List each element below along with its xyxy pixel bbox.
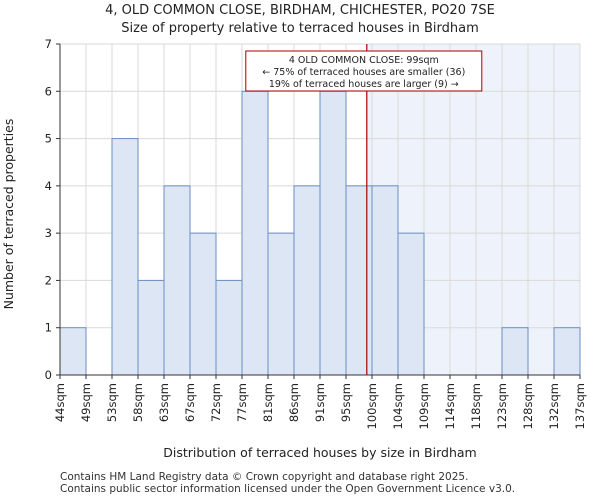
bar-53sqm (111, 138, 139, 376)
x-tick-label: 128sqm (521, 383, 535, 429)
x-tick-label: 67sqm (183, 383, 197, 422)
x-tick-label: 100sqm (365, 383, 379, 429)
x-tick-label: 81sqm (261, 383, 275, 422)
marker-annotation-line-3: 19% of terraced houses are larger (9) → (269, 79, 459, 90)
x-tick-label: 137sqm (573, 383, 587, 429)
footer-line-2: Contains public sector information licen… (60, 483, 515, 495)
x-tick-label: 114sqm (443, 383, 457, 429)
x-tick-label: 132sqm (547, 383, 561, 429)
y-tick-label: 0 (45, 368, 52, 382)
y-tick-label: 2 (45, 273, 52, 287)
chart-subtitle: Size of property relative to terraced ho… (121, 21, 479, 36)
x-tick-label: 49sqm (79, 383, 93, 422)
marker-annotation-line-1: 4 OLD COMMON CLOSE: 99sqm (289, 55, 439, 66)
chart-title: 4, OLD COMMON CLOSE, BIRDHAM, CHICHESTER… (105, 3, 495, 18)
x-axis-label: Distribution of terraced houses by size … (163, 445, 476, 460)
bar-67sqm (189, 232, 217, 376)
footer-line-1: Contains HM Land Registry data © Crown c… (60, 471, 468, 483)
bar-123sqm (501, 327, 529, 376)
x-tick-label: 109sqm (417, 383, 431, 429)
x-tick-label: 86sqm (287, 383, 301, 422)
y-tick-label: 7 (45, 37, 52, 51)
bar-86sqm (293, 185, 321, 376)
y-tick-label: 4 (45, 179, 52, 193)
bar-81sqm (267, 232, 295, 376)
x-tick-label: 44sqm (53, 383, 67, 422)
bar-95sqm (345, 185, 373, 376)
x-tick-label: 63sqm (157, 383, 171, 422)
bar-104sqm (397, 232, 425, 376)
y-tick-label: 1 (45, 321, 52, 335)
marker-annotation-box (245, 50, 483, 92)
bar-100sqm (371, 185, 399, 376)
y-tick-label: 6 (45, 84, 52, 98)
bar-91sqm (319, 90, 347, 376)
bar-44sqm (59, 327, 87, 376)
x-tick-label: 118sqm (469, 383, 483, 429)
x-tick-label: 123sqm (495, 383, 509, 429)
bar-72sqm (215, 279, 243, 376)
bar-63sqm (163, 185, 191, 376)
x-tick-label: 91sqm (313, 383, 327, 422)
x-tick-label: 53sqm (105, 383, 119, 422)
x-tick-label: 77sqm (235, 383, 249, 422)
y-axis-label: Number of terraced properties (1, 119, 16, 310)
marker-annotation-line-2: ← 75% of terraced houses are smaller (36… (262, 67, 465, 78)
x-tick-label: 72sqm (209, 383, 223, 422)
x-tick-label: 104sqm (391, 383, 405, 429)
bar-132sqm (553, 327, 581, 376)
x-tick-label: 95sqm (339, 383, 353, 422)
x-tick-label: 58sqm (131, 383, 145, 422)
bar-77sqm (241, 90, 269, 376)
bar-58sqm (137, 279, 165, 376)
y-tick-label: 5 (45, 132, 52, 146)
y-tick-label: 3 (45, 226, 52, 240)
